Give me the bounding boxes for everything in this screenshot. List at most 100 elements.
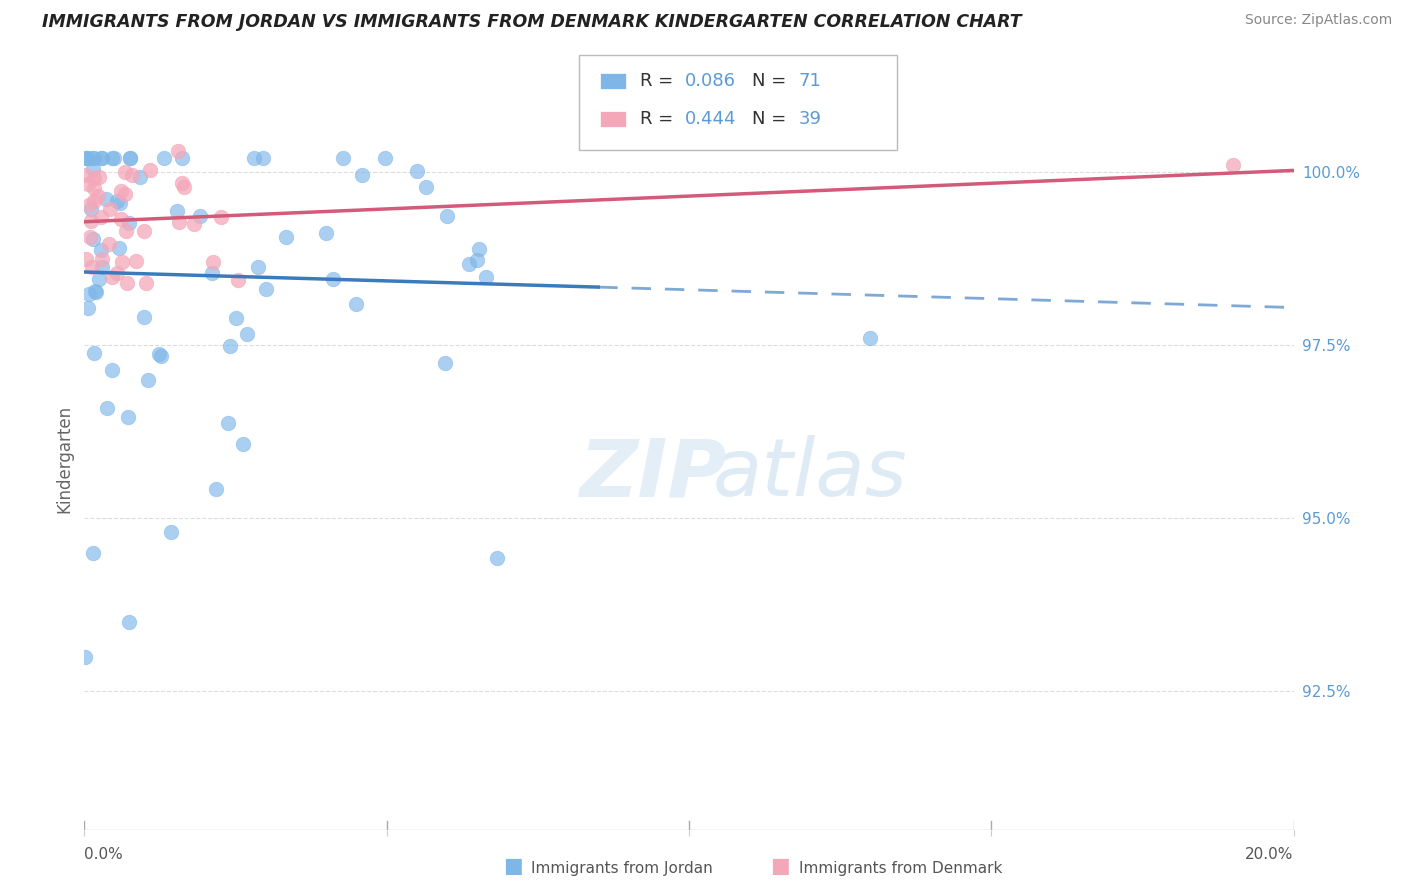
Point <box>121 168 143 182</box>
Point <box>100 202 122 216</box>
Point <box>82 232 104 246</box>
Point <box>118 615 141 629</box>
Point <box>117 216 139 230</box>
Point <box>87 272 110 286</box>
Point <box>474 269 496 284</box>
Point <box>232 437 254 451</box>
Point <box>436 209 458 223</box>
Point <box>201 267 224 281</box>
Point <box>458 257 481 271</box>
Point <box>90 152 112 166</box>
Text: R =: R = <box>640 110 679 128</box>
Point <box>80 214 103 228</box>
Point <box>100 363 122 377</box>
Text: 71: 71 <box>799 72 821 90</box>
Point <box>79 287 101 301</box>
Text: ZIP: ZIP <box>579 435 727 513</box>
Point <box>135 276 157 290</box>
Point <box>77 198 100 212</box>
Y-axis label: Kindergarten: Kindergarten <box>55 405 73 514</box>
Point <box>125 254 148 268</box>
Point <box>83 170 105 185</box>
Point <box>225 311 247 326</box>
Text: N =: N = <box>752 110 792 128</box>
Point <box>205 482 228 496</box>
Point <box>167 145 190 159</box>
Point <box>120 152 142 166</box>
Point <box>83 181 105 195</box>
Point <box>114 186 136 201</box>
Point <box>115 224 138 238</box>
Point <box>315 226 337 240</box>
Point <box>467 253 489 268</box>
Point <box>406 163 429 178</box>
Point <box>170 176 193 190</box>
Point <box>322 271 344 285</box>
Point <box>75 252 97 266</box>
Point <box>80 260 103 274</box>
Text: 0.086: 0.086 <box>685 72 735 90</box>
Point <box>159 524 181 539</box>
Point <box>202 254 225 268</box>
Text: ■: ■ <box>503 856 523 876</box>
Point <box>96 192 118 206</box>
Point <box>243 152 266 166</box>
Point <box>75 649 97 664</box>
Point <box>217 416 239 430</box>
Point <box>254 282 277 296</box>
Text: 20.0%: 20.0% <box>1246 847 1294 862</box>
Point <box>346 296 368 310</box>
Point <box>89 169 111 184</box>
Point <box>90 244 112 258</box>
Point <box>226 273 249 287</box>
Point <box>374 152 396 166</box>
Point <box>76 301 98 315</box>
Point <box>1222 158 1244 172</box>
Point <box>73 168 96 182</box>
Point <box>76 177 98 191</box>
Point <box>83 194 105 209</box>
Text: Immigrants from Denmark: Immigrants from Denmark <box>799 861 1002 876</box>
Point <box>90 152 112 166</box>
Point <box>97 237 120 252</box>
Point <box>148 346 170 360</box>
Point <box>110 184 132 198</box>
Point <box>75 152 97 166</box>
Point <box>101 152 124 166</box>
Point <box>96 401 118 416</box>
Text: 39: 39 <box>799 110 821 128</box>
Point <box>219 339 242 353</box>
Text: R =: R = <box>640 72 679 90</box>
Point <box>91 252 114 266</box>
Point <box>79 230 101 244</box>
Point <box>252 152 274 166</box>
Point <box>132 223 155 237</box>
Point <box>246 260 269 275</box>
Point <box>90 211 112 225</box>
Point <box>190 209 212 223</box>
Point <box>150 349 173 363</box>
Point <box>83 152 105 166</box>
Point <box>153 152 176 166</box>
Point <box>170 152 193 166</box>
Point <box>859 331 882 345</box>
Point <box>79 202 101 217</box>
Point <box>105 266 128 280</box>
Point <box>108 241 131 255</box>
Point <box>209 211 232 225</box>
Point <box>83 346 105 360</box>
Point <box>80 152 103 166</box>
Point <box>468 242 491 256</box>
Point <box>76 152 98 166</box>
Point <box>111 255 134 269</box>
Point <box>434 356 457 370</box>
Point <box>129 169 152 184</box>
Point <box>118 152 141 166</box>
Point <box>110 196 132 211</box>
Point <box>132 310 155 324</box>
Point <box>136 373 159 387</box>
Point <box>90 260 112 275</box>
Point <box>117 409 139 424</box>
Text: ■: ■ <box>770 856 790 876</box>
Text: 0.0%: 0.0% <box>84 847 124 862</box>
